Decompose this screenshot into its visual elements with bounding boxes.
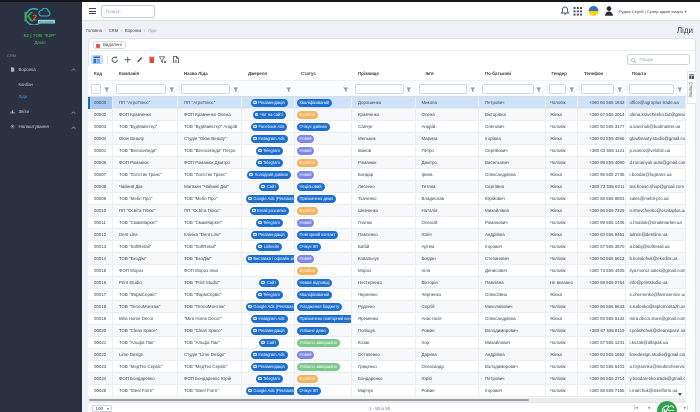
svg-text:K: K xyxy=(24,8,34,24)
svg-text:K2.CLOUD: K2.CLOUD xyxy=(40,19,54,23)
svg-text:K: K xyxy=(663,407,669,412)
svg-text:2: 2 xyxy=(33,13,38,22)
